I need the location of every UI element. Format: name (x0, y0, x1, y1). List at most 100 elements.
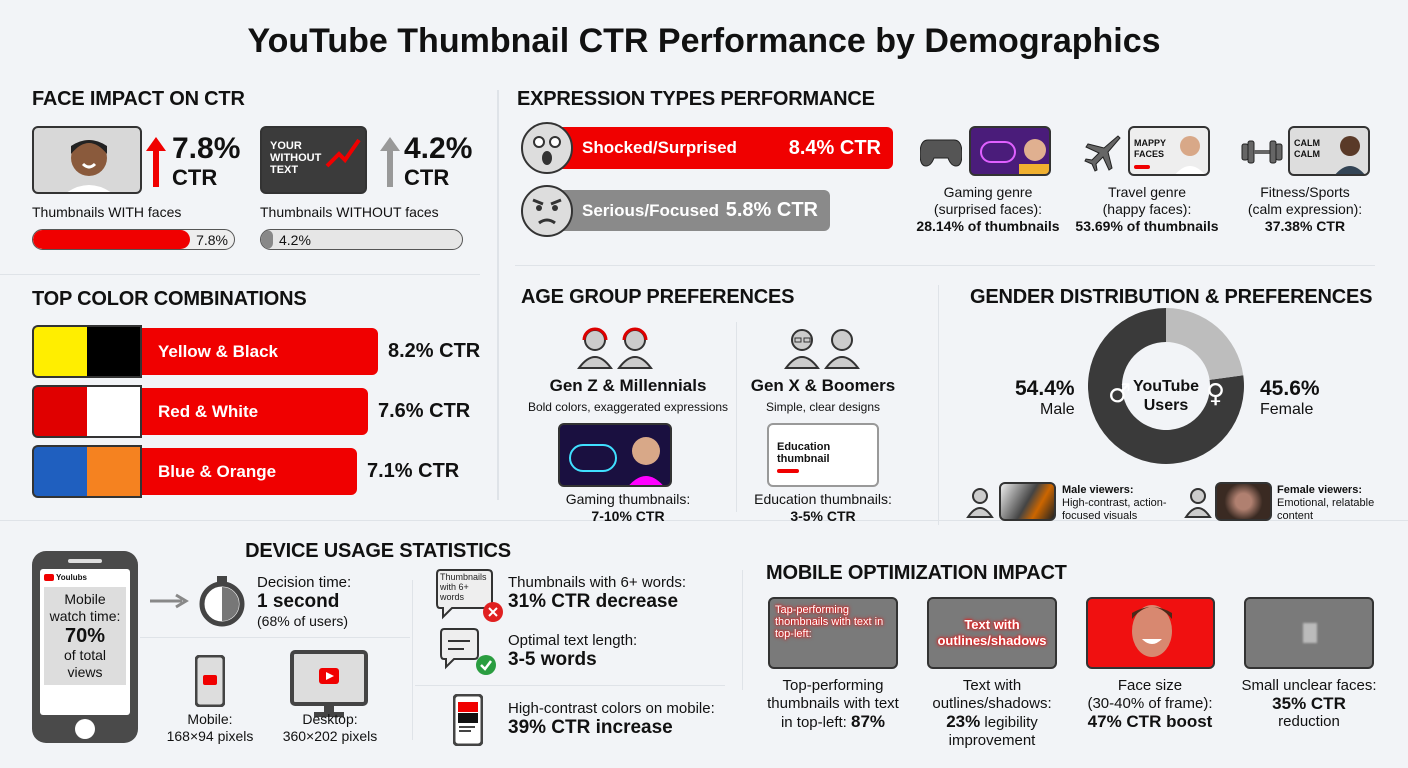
arrow-up-icon (146, 137, 166, 187)
mobile-device-icon (195, 655, 225, 707)
device-stat: Optimal text length: 3-5 words (508, 632, 637, 671)
color-swatch (32, 325, 87, 378)
expression-value: 8.4% CTR (788, 136, 881, 159)
caption-line: (30-40% of frame): (1087, 695, 1213, 712)
thumb-text: Education thumbnail (777, 441, 831, 465)
caption-line: 35% CTR (1272, 694, 1346, 713)
stat-value: 3-5 words (508, 649, 597, 670)
donut-segment-female (1166, 308, 1244, 380)
decision-label: Decision time: (257, 574, 352, 591)
desktop-label: Desktop: (302, 711, 358, 727)
bar-label: 7.8% (196, 232, 228, 248)
opt-thumbnail-outline: Text with outlines/shadows (927, 597, 1057, 669)
caption-part: 23% (946, 712, 981, 731)
airplane-icon (1084, 135, 1121, 172)
expression-bar-serious: Serious/Focused 5.8% CTR (552, 190, 830, 231)
dumbbell-icon (1241, 140, 1283, 164)
section-heading: AGE GROUP PREFERENCES (521, 286, 795, 308)
color-combo-row: Red & White 7.6% CTR (32, 385, 492, 438)
age-caption: Education thumbnails: (754, 491, 892, 507)
expression-value: 5.8% CTR (725, 199, 818, 221)
stat-label: Optimal text length: (508, 632, 638, 649)
female-preference: Female viewers: Emotional, relatable cont… (1277, 484, 1387, 523)
device-stat: High-contrast colors on mobile: 39% CTR … (508, 700, 715, 739)
divider (515, 265, 1375, 266)
combo-bar: Yellow & Black (142, 328, 378, 375)
divider (415, 685, 725, 686)
mobile-size: 168×94 pixels (166, 728, 254, 744)
opt-thumbnail-face-size (1086, 597, 1215, 669)
age-group-name: Gen X & Boomers (750, 376, 896, 395)
fitness-thumbnail: CALM CALM (1288, 126, 1370, 176)
serious-face-icon (521, 185, 573, 237)
without-faces-bar: 4.2% (260, 229, 463, 250)
speech-bubble-x-icon (436, 569, 503, 622)
combo-label: Yellow & Black (158, 341, 278, 361)
age-caption-value: 7-10% CTR (591, 508, 665, 524)
female-symbol-icon: ♀ (1206, 379, 1225, 409)
mobile-label: Mobile: (187, 711, 233, 727)
no-face-thumbnail: YOUR WITHOUT TEXT (260, 126, 367, 194)
divider (0, 520, 1408, 521)
with-faces-ctr: 7.8% (172, 132, 241, 165)
gender-donut-chart: ♂ ♀ (1088, 308, 1244, 464)
combo-value: 7.6% CTR (378, 400, 471, 422)
male-label: Male (1040, 401, 1075, 418)
action-thumbnail (999, 482, 1056, 521)
decision-note: (68% of users) (257, 613, 349, 629)
bubble-text: Thumbnails with 6+ words (440, 572, 487, 602)
genre-value: 28.14% of thumbnails (916, 218, 1060, 234)
caption-line: outlines/shadows: (932, 695, 1052, 712)
combo-bar: Blue & Orange (142, 448, 357, 495)
donut-segment-male (1088, 308, 1244, 464)
pref-text: High-contrast, action-focused visuals (1062, 497, 1167, 522)
caption-part: in top-left: (780, 714, 851, 731)
opt-thumbnail-top-left: Tap-performing thombnails with text in t… (768, 597, 898, 669)
pref-title: Male viewers: (1062, 484, 1134, 496)
speech-bubble-check-icon (440, 628, 496, 675)
shocked-face-icon (521, 122, 573, 174)
thumb-text: Text with outlines/shadows (937, 617, 1047, 648)
genre-stat: Gaming genre (surprised faces): 28.14% o… (898, 184, 1078, 235)
gaming-thumbnail (558, 423, 672, 487)
caption-line: thumbnails with text (767, 695, 899, 712)
female-user-icon (1184, 488, 1212, 518)
phone-illustration: Youlubs Mobile watch time: 70% of total … (32, 551, 138, 743)
age-group-desc: Bold colors, exaggerated expressions (527, 400, 729, 414)
pref-text: Emotional, relatable content (1277, 497, 1375, 522)
male-symbol-icon: ♂ (1108, 379, 1131, 409)
age-group-desc: Simple, clear designs (765, 400, 881, 414)
gamepad-icon (920, 139, 962, 167)
genre-stat: Travel genre (happy faces): 53.69% of th… (1057, 184, 1237, 235)
caption-part: legibility (980, 714, 1038, 731)
caption-line: Small unclear faces: (1241, 677, 1377, 694)
older-people-icon (784, 329, 860, 369)
watch-time-stat: Mobile watch time: 70% of total views (44, 587, 126, 685)
desktop-size: 360×202 pixels (282, 728, 378, 744)
section-heading: DEVICE USAGE STATISTICS (245, 540, 511, 562)
bar-label: 4.2% (279, 232, 311, 248)
gaming-thumbnail (969, 126, 1051, 176)
thumb-text: MAPPY FACES (1134, 138, 1166, 159)
color-swatch (32, 445, 87, 498)
color-swatch (32, 385, 87, 438)
genre-value: 53.69% of thumbnails (1075, 218, 1219, 234)
without-faces-ctr: 4.2% (404, 132, 473, 165)
emotional-thumbnail (1215, 482, 1272, 521)
opt-thumbnail-small-face (1244, 597, 1374, 669)
male-pct: 54.4% (1015, 377, 1075, 400)
divider (742, 570, 743, 690)
caption-line: Top-performing (782, 677, 884, 694)
color-combo-row: Blue & Orange 7.1% CTR (32, 445, 492, 498)
genre-label: Travel genre (1107, 184, 1187, 200)
expression-label: Serious/Focused (582, 200, 719, 220)
age-caption-value: 3-5% CTR (790, 508, 856, 524)
desktop-monitor-icon (290, 650, 368, 717)
section-heading: FACE IMPACT ON CTR (32, 88, 245, 110)
stopwatch-icon (199, 576, 245, 627)
section-heading: GENDER DISTRIBUTION & PREFERENCES (970, 286, 1373, 308)
male-user-icon (966, 488, 994, 518)
divider (938, 285, 939, 525)
caption-line: Face size (1117, 677, 1183, 694)
expression-bar-shocked: Shocked/Surprised 8.4% CTR (552, 127, 893, 169)
